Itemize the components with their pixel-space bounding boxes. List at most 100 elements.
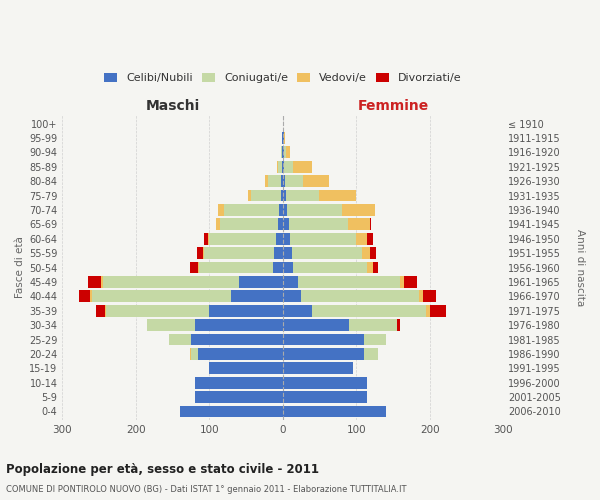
Bar (278, 218, 283, 230)
Bar (287, 204, 343, 216)
Bar (283, 262, 293, 274)
Bar (251, 190, 281, 202)
Bar (397, 319, 400, 331)
Bar (292, 247, 362, 259)
Bar (283, 233, 290, 244)
Bar (289, 218, 347, 230)
Bar (169, 334, 191, 345)
Bar (312, 305, 426, 316)
Bar (278, 161, 282, 172)
Bar (79, 290, 91, 302)
Bar (422, 290, 436, 302)
Bar (290, 233, 356, 244)
Bar (194, 319, 283, 331)
Bar (265, 175, 268, 187)
Bar (191, 334, 283, 345)
Bar (364, 348, 379, 360)
Bar (239, 276, 283, 288)
Bar (400, 276, 404, 288)
Bar (283, 362, 353, 374)
Bar (283, 406, 386, 417)
Bar (367, 233, 373, 244)
Bar (304, 175, 329, 187)
Text: Popolazione per età, sesso e stato civile - 2011: Popolazione per età, sesso e stato civil… (6, 462, 319, 475)
Text: Femmine: Femmine (358, 98, 429, 112)
Bar (286, 190, 319, 202)
Bar (283, 377, 367, 388)
Bar (224, 204, 279, 216)
Bar (298, 276, 400, 288)
Bar (362, 247, 370, 259)
Bar (347, 218, 370, 230)
Bar (285, 175, 304, 187)
Bar (218, 204, 224, 216)
Bar (370, 247, 376, 259)
Bar (283, 190, 286, 202)
Bar (283, 305, 312, 316)
Bar (367, 262, 373, 274)
Y-axis label: Fasce di età: Fasce di età (15, 236, 25, 298)
Bar (272, 262, 283, 274)
Bar (199, 348, 283, 360)
Bar (419, 290, 422, 302)
Bar (282, 132, 283, 144)
Bar (92, 290, 232, 302)
Bar (103, 276, 239, 288)
Bar (106, 305, 209, 316)
Bar (203, 247, 204, 259)
Bar (356, 233, 367, 244)
Bar (349, 319, 397, 331)
Bar (283, 161, 284, 172)
Bar (180, 406, 283, 417)
Bar (281, 175, 283, 187)
Bar (293, 262, 367, 274)
Bar (370, 218, 371, 230)
Bar (286, 146, 290, 158)
Bar (283, 348, 364, 360)
Bar (283, 319, 349, 331)
Bar (209, 362, 283, 374)
Bar (268, 175, 281, 187)
Bar (194, 391, 283, 403)
Bar (88, 276, 101, 288)
Bar (204, 247, 274, 259)
Bar (281, 190, 283, 202)
Bar (283, 290, 301, 302)
Bar (404, 276, 418, 288)
Bar (343, 204, 376, 216)
Bar (282, 146, 283, 158)
Bar (105, 305, 106, 316)
Bar (220, 218, 278, 230)
Bar (191, 348, 199, 360)
Bar (101, 276, 103, 288)
Bar (275, 233, 283, 244)
Bar (284, 132, 285, 144)
Bar (190, 262, 197, 274)
Bar (426, 305, 430, 316)
Text: Maschi: Maschi (146, 98, 200, 112)
Bar (279, 204, 283, 216)
Bar (194, 377, 283, 388)
Bar (197, 262, 199, 274)
Bar (216, 218, 220, 230)
Bar (282, 161, 283, 172)
Bar (284, 161, 293, 172)
Bar (293, 161, 311, 172)
Bar (283, 334, 364, 345)
Bar (301, 290, 419, 302)
Bar (283, 218, 289, 230)
Bar (283, 146, 284, 158)
Bar (283, 175, 285, 187)
Bar (283, 204, 287, 216)
Text: COMUNE DI PONTIROLO NUOVO (BG) - Dati ISTAT 1° gennaio 2011 - Elaborazione TUTTI: COMUNE DI PONTIROLO NUOVO (BG) - Dati IS… (6, 485, 407, 494)
Bar (283, 391, 367, 403)
Bar (208, 233, 209, 244)
Bar (277, 161, 278, 172)
Bar (96, 305, 105, 316)
Bar (274, 247, 283, 259)
Bar (199, 262, 272, 274)
Legend: Celibi/Nubili, Coniugati/e, Vedovi/e, Divorziati/e: Celibi/Nubili, Coniugati/e, Vedovi/e, Di… (100, 68, 466, 87)
Bar (284, 146, 286, 158)
Bar (281, 146, 282, 158)
Bar (204, 233, 208, 244)
